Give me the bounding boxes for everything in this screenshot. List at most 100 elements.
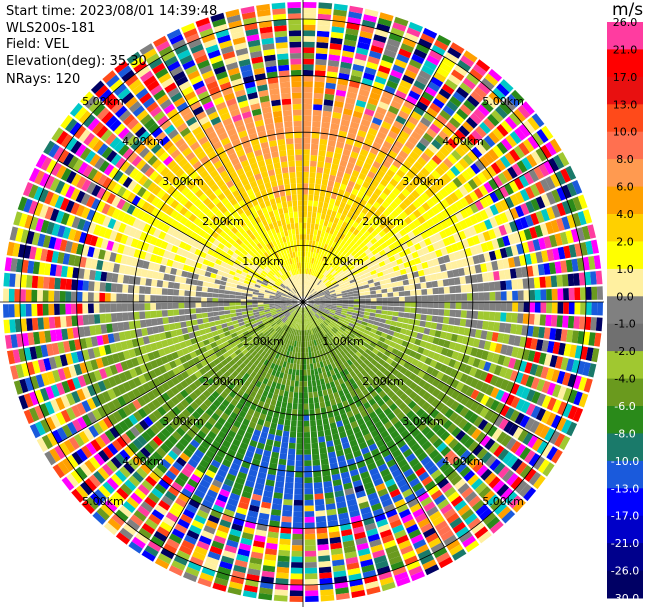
range-gate [404, 140, 415, 151]
range-gate [325, 282, 332, 287]
range-gate [554, 328, 562, 341]
range-gate [316, 30, 330, 38]
range-gate [447, 325, 454, 333]
range-gate [550, 315, 558, 327]
range-gate [467, 474, 480, 486]
range-gate [326, 185, 333, 193]
range-gate [410, 307, 417, 313]
range-gate [562, 403, 573, 418]
range-gate [354, 413, 363, 421]
range-gate [475, 348, 484, 359]
range-gate [414, 257, 422, 265]
range-gate [444, 227, 453, 237]
range-gate [383, 454, 394, 463]
range-gate [380, 430, 390, 439]
range-gate [530, 338, 538, 350]
range-gate [588, 332, 596, 346]
range-gate [493, 226, 502, 238]
range-gate [488, 441, 500, 454]
range-gate [421, 91, 435, 102]
range-gate [353, 252, 360, 259]
range-gate [401, 145, 412, 155]
range-gate [304, 471, 313, 478]
range-gate [313, 339, 317, 346]
range-gate [431, 280, 438, 288]
range-gate [14, 304, 21, 318]
range-gate [82, 303, 89, 314]
range-gate [469, 214, 479, 225]
range-gate [396, 478, 408, 488]
range-gate [311, 291, 317, 296]
range-gate [280, 348, 285, 355]
range-gate [341, 178, 349, 186]
range-gate [327, 324, 333, 330]
range-gate [391, 316, 398, 322]
range-gate [489, 191, 499, 203]
range-gate [330, 309, 336, 313]
range-gate [363, 230, 371, 238]
range-gate [343, 39, 357, 47]
range-gate [477, 283, 484, 292]
range-gate [184, 534, 198, 545]
range-gate [165, 424, 175, 435]
range-gate [474, 86, 488, 99]
range-gate [386, 205, 395, 214]
range-gate [527, 350, 536, 362]
range-gate [474, 212, 484, 223]
range-gate [347, 309, 354, 313]
range-gate [103, 522, 118, 536]
range-gate [334, 379, 340, 387]
range-gate [345, 271, 352, 277]
range-gate [230, 287, 237, 292]
range-gate [369, 351, 377, 359]
range-gate [328, 416, 336, 424]
range-gate [258, 466, 268, 474]
range-gate [546, 206, 556, 220]
range-gate [473, 108, 486, 121]
range-gate [294, 380, 299, 387]
range-gate [303, 386, 308, 393]
range-gate [205, 407, 214, 417]
range-gate [338, 281, 345, 286]
range-gate [317, 309, 324, 314]
range-gate [267, 409, 274, 417]
range-gate [328, 357, 334, 364]
range-gate [465, 386, 475, 397]
range-gate [451, 351, 460, 360]
range-gate [304, 330, 307, 336]
range-gate [447, 270, 454, 278]
range-gate [349, 332, 356, 339]
range-gate [257, 355, 264, 362]
range-gate [303, 81, 313, 88]
range-gate [352, 287, 359, 291]
range-gate [540, 410, 552, 424]
range-gate [48, 316, 56, 329]
range-gate [365, 338, 372, 345]
range-gate [319, 254, 324, 261]
range-gate [340, 285, 346, 290]
range-gate [230, 462, 241, 472]
range-gate [486, 165, 497, 178]
range-gate [339, 316, 346, 321]
range-gate [552, 247, 560, 261]
range-gate [410, 131, 422, 141]
range-gate [309, 409, 315, 415]
range-gate [546, 382, 556, 396]
range-gate [443, 309, 450, 317]
range-gate [306, 262, 309, 269]
range-gate [201, 312, 208, 318]
range-gate [293, 311, 297, 317]
range-gate [325, 272, 331, 278]
range-gate [396, 322, 403, 328]
range-gate [437, 239, 446, 249]
range-gate [363, 238, 370, 245]
range-gate [479, 508, 493, 521]
range-gate [326, 440, 334, 448]
range-gate [348, 218, 355, 226]
range-gate [137, 505, 150, 518]
range-gate [546, 289, 552, 301]
range-gate [528, 169, 540, 183]
range-gate [281, 330, 286, 337]
range-gate [460, 508, 474, 521]
range-gate [173, 289, 180, 296]
